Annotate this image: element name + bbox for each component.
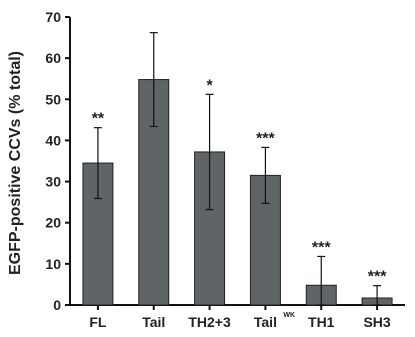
significance-label: * [206,77,213,94]
y-tick-label: 10 [45,256,61,272]
significance-label: *** [256,130,275,147]
x-tick-label: Tail [142,314,165,330]
y-tick-label: 40 [45,132,61,148]
significance-label: *** [368,269,387,286]
y-tick-label: 50 [45,91,61,107]
x-tick-label: SH3 [363,314,390,330]
x-tick-superscript: WK [283,312,295,319]
y-axis-label: EGFP-positive CCVs (% total) [7,51,24,275]
y-tick-label: 0 [53,297,61,313]
x-tick-label: TH1 [308,314,335,330]
significance-label: *** [312,239,331,256]
x-tick-label: TH2+3 [188,314,231,330]
plot-area: 0 10 20 30 40 50 60 70 ** FL Tail * TH2+3 *** Tail WK **… [45,9,405,330]
x-tick-label: Tail [254,314,277,330]
y-tick-label: 70 [45,9,61,25]
y-tick-label: 60 [45,50,61,66]
y-tick-label: 20 [45,215,61,231]
x-tick-label: FL [89,314,107,330]
significance-label: ** [92,111,105,128]
y-tick-label: 30 [45,174,61,190]
